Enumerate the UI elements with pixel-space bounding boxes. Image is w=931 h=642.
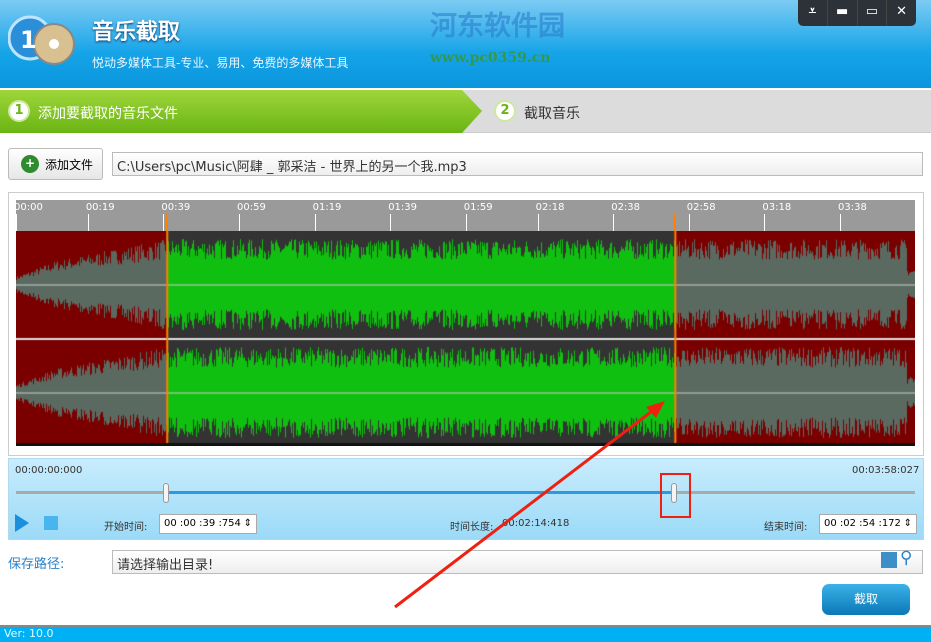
ruler-tick-label: 03:18 xyxy=(762,202,792,213)
plus-icon: + xyxy=(21,155,39,173)
ruler-tick xyxy=(613,214,615,231)
ruler-tick-label: 01:19 xyxy=(312,202,342,213)
end-handle[interactable] xyxy=(671,483,678,503)
status-bar: Ver: 10.0 xyxy=(0,625,931,642)
start-time-input[interactable]: 00 :00 :39 :754 ⇕ xyxy=(159,514,257,534)
timeline-end: 00:03:58:027 xyxy=(852,465,920,476)
ruler-tick-label: 00:19 xyxy=(85,202,115,213)
ruler-tick xyxy=(163,214,165,231)
end-time-input[interactable]: 00 :02 :54 :172 ⇕ xyxy=(819,514,917,534)
selection-marker[interactable] xyxy=(674,214,677,231)
close-icon[interactable]: ✕ xyxy=(896,4,908,19)
ruler-tick-label: 00:00 xyxy=(14,202,43,213)
version-label: Ver: 10.0 xyxy=(4,627,54,640)
ruler-tick xyxy=(87,214,89,231)
timeline-selection xyxy=(166,491,674,494)
step-bar: 1 添加要截取的音乐文件 2 截取音乐 xyxy=(0,90,931,133)
start-time-label: 开始时间: xyxy=(104,522,148,533)
step-2-number: 2 xyxy=(494,100,516,122)
ruler-tick-label: 00:59 xyxy=(237,202,266,213)
spinner-icon[interactable]: ⇕ xyxy=(243,518,252,529)
annotation-arrow xyxy=(394,403,661,609)
end-time-label: 结束时间: xyxy=(764,522,808,533)
folder-icon[interactable] xyxy=(881,552,897,568)
save-path-field[interactable]: 请选择输出目录! xyxy=(112,550,923,574)
ruler-tick-label: 02:18 xyxy=(535,202,565,213)
ruler-tick xyxy=(537,214,539,231)
ruler-tick xyxy=(688,214,690,231)
ruler-tick xyxy=(16,214,17,231)
watermark-url: www.pc0359.cn xyxy=(430,50,551,66)
step-1-label: 添加要截取的音乐文件 xyxy=(38,106,178,122)
duration-value: 00:02:14:418 xyxy=(502,518,570,529)
step-1[interactable]: 1 添加要截取的音乐文件 xyxy=(0,90,482,133)
spinner-icon[interactable]: ⇕ xyxy=(903,518,912,529)
ruler-tick xyxy=(840,214,841,231)
app-subtitle: 悦动多媒体工具-专业、易用、免费的多媒体工具 xyxy=(92,56,349,70)
ruler-tick-label: 02:38 xyxy=(611,202,641,213)
add-file-button[interactable]: + 添加文件 xyxy=(8,148,103,180)
watermark-name: 河东软件园 xyxy=(430,11,565,42)
start-time-value: 00 :00 :39 :754 xyxy=(164,518,241,529)
save-path-label: 保存路径: xyxy=(8,557,65,572)
step-1-number: 1 xyxy=(8,100,30,122)
app-header: 1 河东软件园 音乐截取 www.pc0359.cn 悦动多媒体工具-专业、易用… xyxy=(0,0,931,88)
annotation-box xyxy=(660,473,691,518)
ruler-tick-label: 01:59 xyxy=(463,202,493,213)
ruler-tick-label: 01:39 xyxy=(388,202,418,213)
start-handle[interactable] xyxy=(163,483,170,503)
ruler-tick xyxy=(314,214,316,231)
step-2-label[interactable]: 截取音乐 xyxy=(524,106,580,122)
ruler-tick xyxy=(764,214,766,231)
end-time-value: 00 :02 :54 :172 xyxy=(824,518,901,529)
maximize-icon[interactable]: ▭ xyxy=(858,0,888,26)
minimize-icon[interactable]: ▬ xyxy=(828,0,858,26)
ruler-tick xyxy=(390,214,392,231)
app-title: 音乐截取 xyxy=(92,20,181,45)
arrow-head-icon xyxy=(646,401,665,418)
ruler-tick xyxy=(465,214,467,231)
ruler-tick-label: 00:39 xyxy=(161,202,191,213)
menu-icon[interactable]: ⩡ xyxy=(798,0,828,26)
play-icon[interactable] xyxy=(15,514,29,532)
selection-marker[interactable] xyxy=(166,214,169,231)
time-ruler: 00:00 00:19 00:39 00:59 01:19 01:39 01:59 02:18… xyxy=(14,200,915,231)
ruler-tick-label: 03:38 xyxy=(838,202,867,213)
stop-icon[interactable] xyxy=(44,516,58,530)
ruler-tick xyxy=(239,214,240,231)
window-controls: ⩡ ▬ ▭ ✕ xyxy=(798,0,916,26)
timeline-start: 00:00:00:000 xyxy=(15,465,83,476)
svg-text:1: 1 xyxy=(20,26,37,54)
cut-button[interactable]: 截取 xyxy=(822,584,910,615)
search-icon[interactable]: ⚲ xyxy=(900,548,913,568)
duration-label: 时间长度: xyxy=(450,522,494,533)
app-logo-icon: 1 xyxy=(8,15,75,65)
waveform[interactable] xyxy=(16,231,915,446)
file-path-field[interactable]: C:\Users\pc\Music\阿肆 _ 郭采洁 - 世界上的另一个我.mp… xyxy=(112,152,923,176)
ruler-tick-label: 02:58 xyxy=(686,202,716,213)
add-file-label: 添加文件 xyxy=(45,157,94,172)
